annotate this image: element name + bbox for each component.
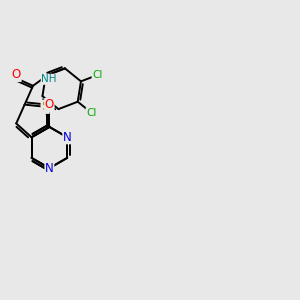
Text: Cl: Cl <box>86 108 97 118</box>
Text: O: O <box>12 68 21 82</box>
Text: S: S <box>41 100 49 113</box>
Text: Cl: Cl <box>92 70 103 80</box>
Text: O: O <box>45 98 54 112</box>
Text: N: N <box>45 162 54 175</box>
Text: NH: NH <box>41 74 57 84</box>
Text: N: N <box>63 131 72 144</box>
